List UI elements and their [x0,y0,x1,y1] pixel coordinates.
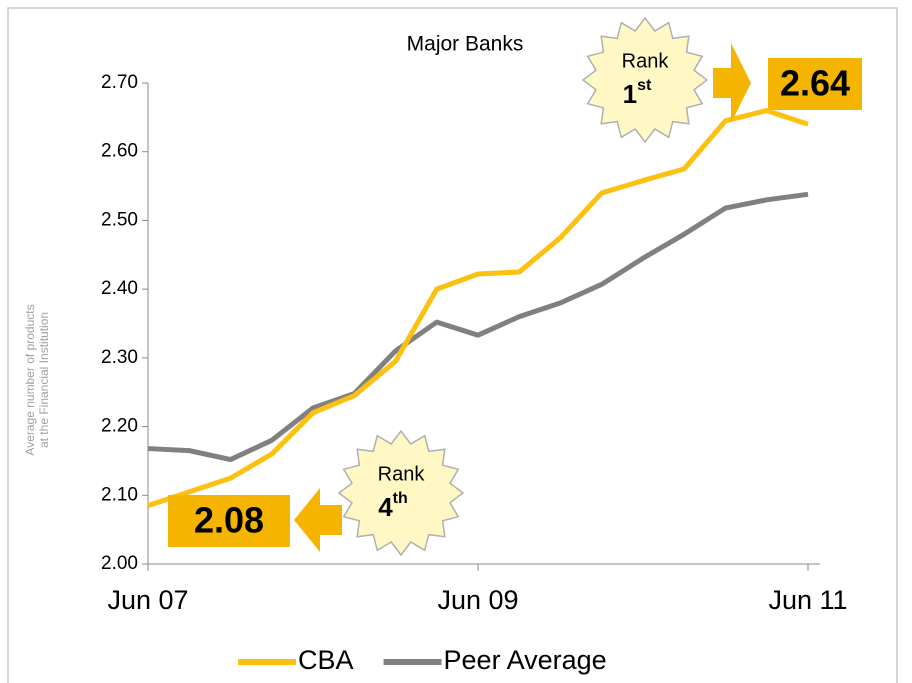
rank-number: 4 [378,492,393,522]
y-tick-label: 2.00 [101,553,138,574]
value-label: 2.08 [194,500,264,541]
y-tick-label: 2.30 [101,347,138,368]
y-tick-label: 2.50 [101,209,138,230]
y-tick-label: 2.70 [101,72,138,93]
x-tick-label: Jun 09 [437,585,518,615]
chart-title: Major Banks [407,33,524,56]
series-line [147,191,809,463]
y-axis-label: at the Financial Institution [37,312,51,448]
y-tick-label: 2.40 [101,278,138,299]
value-label: 2.64 [780,63,850,104]
rank-value: 4th [378,490,408,522]
rank-suffix: st [637,77,652,94]
arrow [294,488,342,552]
rank-value: 1st [623,77,652,109]
legend-label: CBA [298,645,354,675]
value-box [168,495,290,547]
y-tick-label: 2.60 [101,141,138,162]
legend-label: Peer Average [444,645,607,675]
series-line [147,107,809,508]
x-tick-label: Jun 11 [768,585,847,615]
value-box [768,58,862,110]
x-tick-label: Jun 07 [107,585,188,615]
rank-number: 1 [623,79,637,109]
arrow [713,43,751,123]
rank-label: Rank [622,50,670,72]
frame [7,7,898,683]
rank-label: Rank [378,463,426,485]
y-tick-label: 2.10 [101,484,138,505]
y-axis-label: Average number of products [23,304,37,455]
y-tick-label: 2.20 [101,416,138,437]
rank-badge [337,429,465,557]
rank-suffix: th [393,490,408,507]
rank-badge [581,16,709,144]
